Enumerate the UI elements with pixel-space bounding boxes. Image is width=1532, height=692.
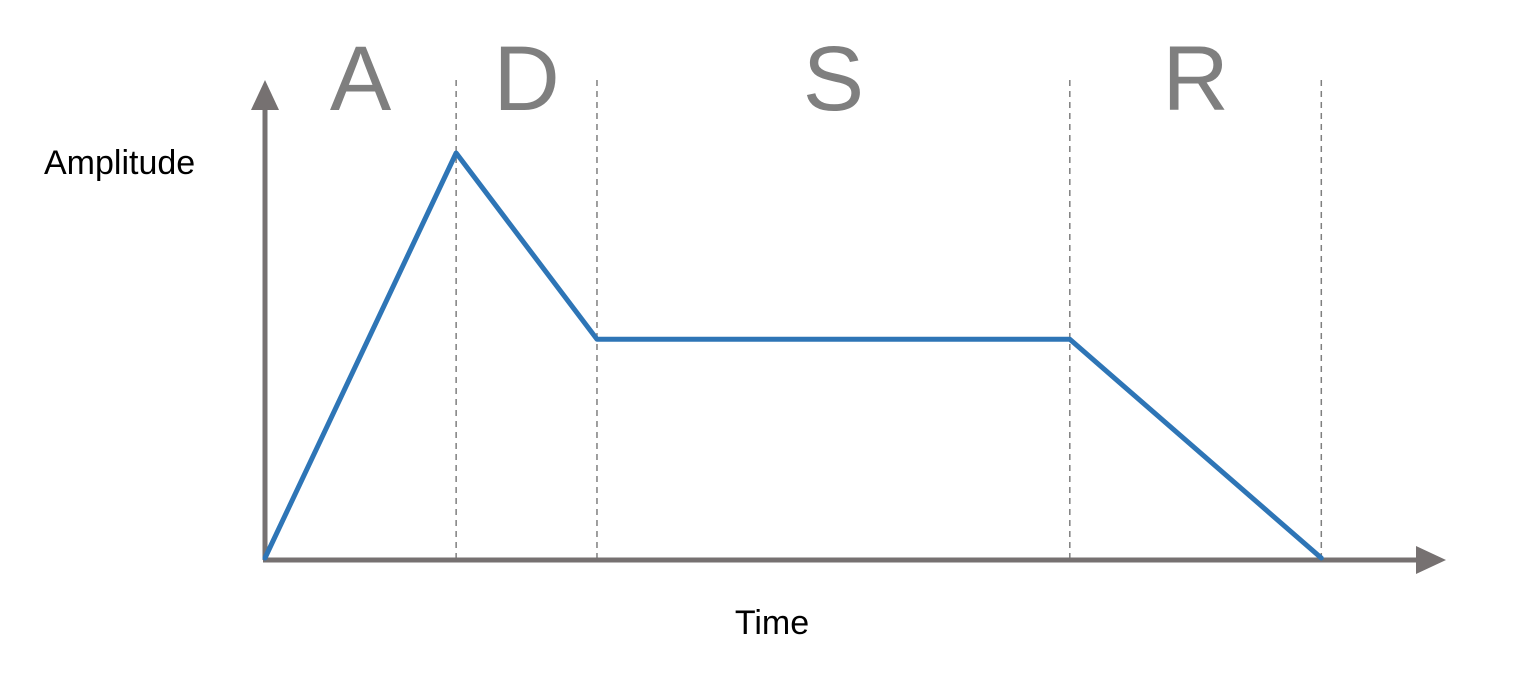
x-axis-arrow	[1416, 546, 1446, 574]
phase-dividers	[455, 80, 1323, 560]
y-axis-label: Amplitude	[44, 144, 195, 182]
envelope-line	[262, 150, 1324, 561]
phase-label-a: A	[330, 28, 392, 130]
phase-label-r: R	[1162, 28, 1228, 130]
phase-label-d: D	[493, 28, 559, 130]
x-axis-label: Time	[735, 604, 809, 642]
y-axis-arrow	[251, 80, 279, 110]
phase-label-s: S	[803, 28, 864, 130]
